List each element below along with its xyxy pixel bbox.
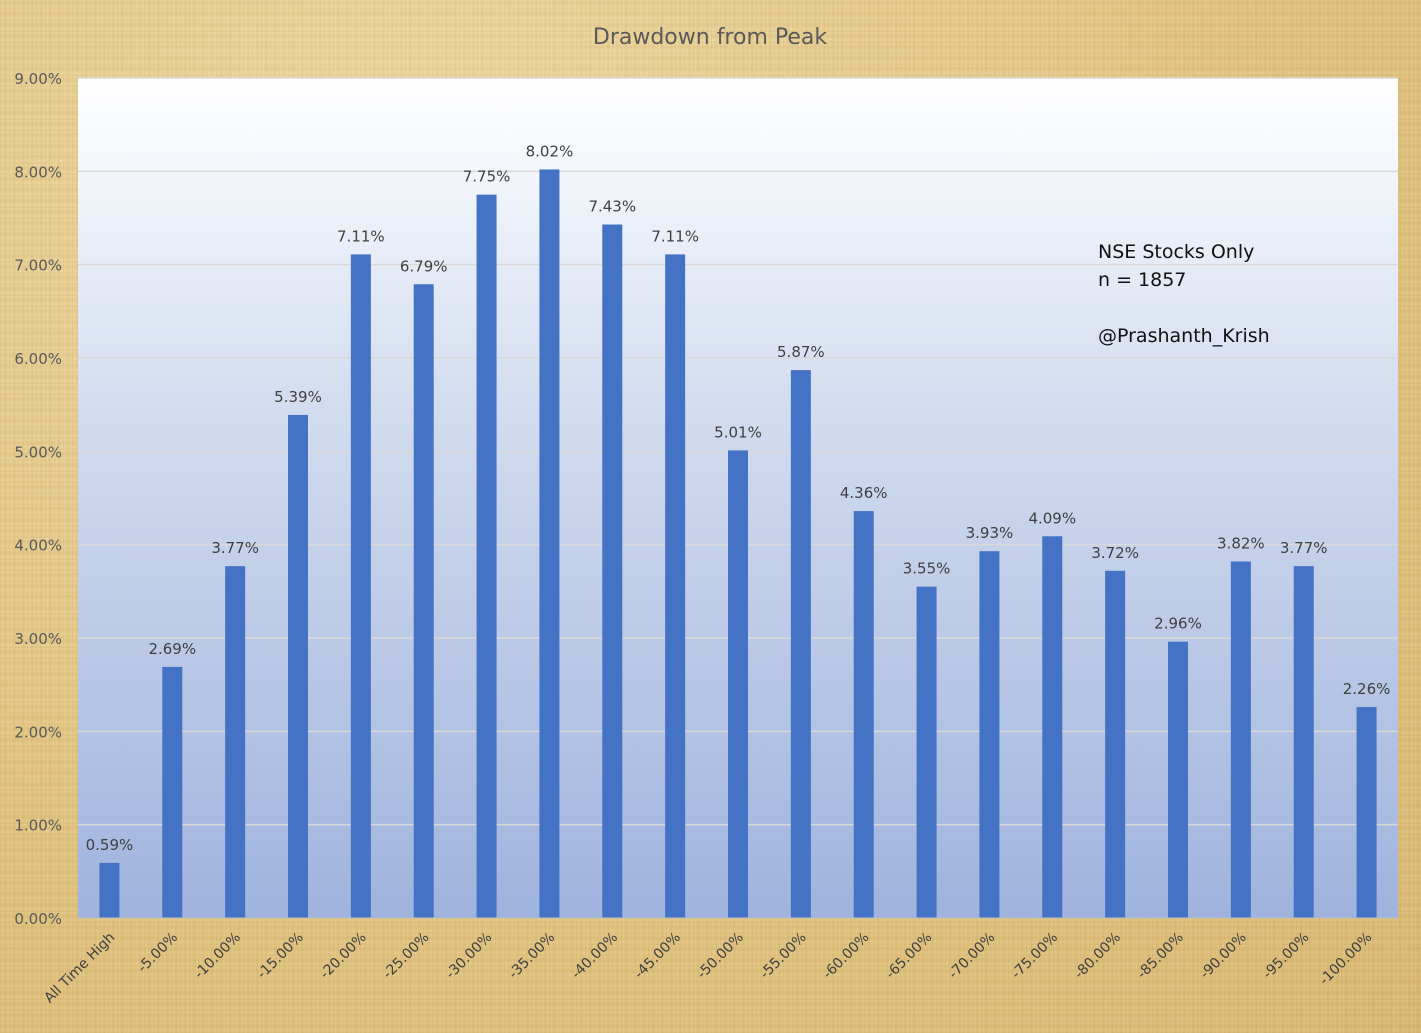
bar — [1168, 641, 1188, 918]
bar — [916, 586, 937, 918]
y-tick-label: 4.00% — [14, 537, 62, 555]
x-tick-label: -40.00% — [568, 930, 621, 983]
data-label: 7.11% — [337, 227, 385, 245]
chart-title: Drawdown from Peak — [593, 25, 828, 50]
bar — [162, 666, 183, 918]
bar — [1230, 561, 1251, 918]
data-label: 4.09% — [1028, 509, 1076, 527]
x-tick-label: -95.00% — [1260, 930, 1313, 983]
x-tick-label: -55.00% — [757, 930, 810, 983]
x-axis-tick-labels: All Time High -5.00% -10.00% -15.00% -20.00%… — [41, 930, 1375, 1007]
y-tick-label: 1.00% — [14, 817, 62, 835]
x-tick-label: -100.00% — [1316, 930, 1375, 989]
y-tick-label: 6.00% — [14, 350, 62, 368]
data-label: 5.87% — [777, 343, 825, 361]
y-tick-label: 7.00% — [14, 257, 62, 275]
x-tick-label: -60.00% — [820, 930, 873, 983]
x-tick-label: -70.00% — [946, 930, 999, 983]
x-tick-label: -75.00% — [1008, 930, 1061, 983]
data-label: 3.82% — [1217, 534, 1265, 552]
data-label: 3.77% — [211, 539, 259, 557]
bar — [413, 284, 434, 918]
bar — [99, 862, 120, 918]
x-tick-label: -80.00% — [1071, 930, 1124, 983]
x-tick-label: -20.00% — [317, 930, 370, 983]
y-tick-label: 3.00% — [14, 630, 62, 648]
x-tick-label: -65.00% — [883, 930, 936, 983]
data-label: 5.39% — [274, 388, 322, 406]
annotation-box: NSE Stocks Only n = 1857 @Prashanth_Kris… — [1098, 241, 1270, 347]
bar — [1293, 566, 1314, 918]
data-label: 4.36% — [840, 484, 888, 502]
y-tick-label: 8.00% — [14, 163, 62, 181]
bar — [853, 511, 874, 918]
data-label: 5.01% — [714, 423, 762, 441]
x-tick-label: -50.00% — [694, 930, 747, 983]
x-tick-label: -85.00% — [1134, 930, 1187, 983]
data-label: 7.43% — [588, 198, 636, 216]
y-tick-label: 5.00% — [14, 443, 62, 461]
bar — [602, 224, 623, 919]
bar — [539, 169, 560, 918]
data-label: 7.75% — [463, 168, 511, 186]
x-tick-label: -30.00% — [443, 930, 496, 983]
data-label: 3.55% — [903, 560, 951, 578]
x-tick-label: -10.00% — [191, 930, 244, 983]
bar — [225, 566, 246, 918]
bar — [476, 194, 497, 918]
x-tick-label: -5.00% — [135, 930, 181, 976]
bar — [288, 414, 308, 918]
data-label: 8.02% — [526, 142, 574, 160]
data-label: 3.93% — [966, 524, 1014, 542]
data-label: 2.26% — [1343, 680, 1391, 698]
y-axis-tick-labels: 0.00% 1.00% 2.00% 3.00% 4.00% 5.00% 6.00% 7.00%… — [14, 70, 62, 928]
bar — [350, 254, 371, 918]
x-tick-label: -35.00% — [506, 930, 559, 983]
bar — [790, 370, 811, 919]
x-tick-label: -25.00% — [380, 930, 433, 983]
data-label: 2.69% — [148, 640, 196, 658]
bar — [1042, 536, 1063, 918]
data-label: 7.11% — [651, 227, 699, 245]
data-label: 3.77% — [1280, 539, 1328, 557]
annotation-author: @Prashanth_Krish — [1098, 325, 1270, 347]
bar — [979, 551, 1000, 918]
bars — [99, 169, 1377, 919]
y-tick-label: 9.00% — [14, 70, 62, 88]
y-tick-label: 2.00% — [14, 723, 62, 741]
y-tick-label: 0.00% — [14, 910, 62, 928]
bar — [665, 254, 686, 918]
x-tick-label: All Time High — [41, 930, 118, 1007]
bar — [1356, 707, 1377, 918]
x-tick-label: -15.00% — [254, 930, 307, 983]
data-label: 6.79% — [400, 257, 448, 275]
annotation-market: NSE Stocks Only — [1098, 241, 1254, 263]
bar — [1105, 570, 1126, 918]
data-label: 3.72% — [1091, 544, 1139, 562]
data-labels: 0.59% 2.69% 3.77% 5.39% 7.11% 6.79% 7.75% 8.02%… — [86, 142, 1391, 853]
x-tick-label: -45.00% — [631, 930, 684, 983]
x-tick-label: -90.00% — [1197, 930, 1250, 983]
annotation-count: n = 1857 — [1098, 269, 1186, 291]
data-label: 0.59% — [86, 836, 134, 854]
bar — [728, 450, 748, 918]
data-label: 2.96% — [1154, 615, 1202, 633]
